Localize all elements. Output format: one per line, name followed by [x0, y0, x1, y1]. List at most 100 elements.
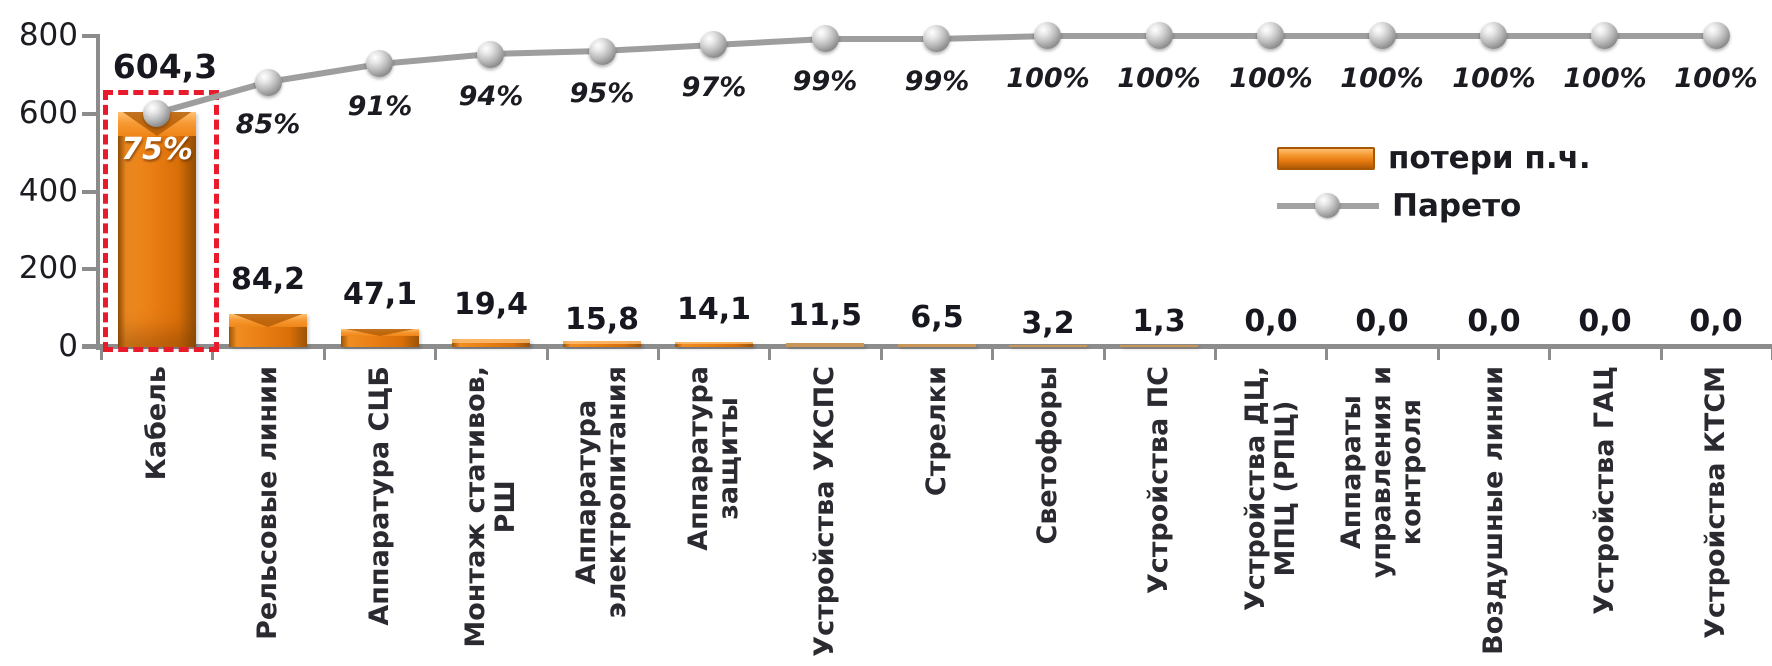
pareto-marker: [700, 31, 727, 58]
x-axis-tick: [100, 349, 103, 360]
bar: [786, 343, 864, 347]
category-label: Устройства ГАЦ: [1550, 366, 1660, 666]
category-label: Устройства УКСПС: [770, 366, 880, 666]
pareto-marker: [812, 25, 839, 52]
pareto-marker: [1369, 22, 1396, 49]
legend-item-bars: потери п.ч.: [1277, 134, 1591, 182]
x-axis-tick: [1214, 349, 1217, 360]
bar: [341, 329, 419, 347]
percent-label-inside-bar: 75%: [121, 132, 193, 167]
bar-value-label: 14,1: [676, 292, 752, 327]
legend-ball-marker-icon: [1315, 193, 1340, 218]
y-axis-tick: [82, 112, 96, 116]
category-label-text: Устройства УКСПС: [808, 366, 840, 657]
y-axis-tick: [82, 267, 96, 271]
bar: [898, 344, 976, 347]
bar-bevel: [563, 341, 641, 344]
y-axis-label: 200: [18, 250, 78, 286]
bar-value-label: 0,0: [1355, 304, 1409, 339]
category-label-text: Устройства КТСМ: [1699, 366, 1731, 639]
legend-item-line: Парето: [1277, 182, 1591, 230]
pareto-marker: [1034, 22, 1061, 49]
bar-value-label: 0,0: [1689, 304, 1743, 339]
category-label-text: Рельсовые линии: [251, 366, 283, 640]
category-label-text: Светофоры: [1031, 366, 1063, 545]
category-label: Аппаратура электропитания: [547, 366, 657, 666]
category-label: Аппаратура СЦБ: [325, 366, 435, 666]
bar-value-label: 6,5: [910, 300, 964, 335]
bar-bevel: [341, 329, 419, 336]
bar: [118, 112, 196, 347]
bar: [229, 314, 307, 347]
y-axis-line: [96, 34, 100, 350]
category-label: Аппараты управления и контроля: [1327, 366, 1437, 666]
category-label-text: Аппаратура защиты: [682, 366, 744, 551]
percent-label: 100%: [1674, 63, 1758, 94]
x-axis-tick: [880, 349, 883, 360]
category-label: Рельсовые линии: [213, 366, 323, 666]
category-label-text: Монтаж стативов, РШ: [459, 366, 521, 648]
y-axis-label: 600: [18, 95, 78, 131]
y-axis-label: 0: [58, 328, 78, 364]
x-axis-tick: [434, 349, 437, 360]
x-axis-tick: [323, 349, 326, 360]
bar-value-label: 84,2: [230, 262, 306, 297]
x-axis-tick: [1437, 349, 1440, 360]
bar-value-label: 19,4: [453, 287, 529, 322]
legend-bar-swatch-icon: [1277, 146, 1375, 170]
category-label: Светофоры: [993, 366, 1103, 666]
bar: [675, 342, 753, 347]
bar-value-label: 15,8: [564, 302, 640, 337]
category-label-text: Устройства ДЦ, МПЦ (РПЦ): [1239, 366, 1301, 611]
category-label-text: Устройства ГАЦ: [1588, 366, 1620, 615]
category-label-text: Кабель: [140, 366, 172, 481]
y-axis-label: 800: [18, 17, 78, 53]
pareto-marker: [143, 100, 170, 127]
category-label: Монтаж стативов, РШ: [436, 366, 546, 666]
pareto-marker: [1703, 22, 1730, 49]
category-label-text: Воздушные линии: [1477, 366, 1509, 655]
legend: потери п.ч. Парето: [1277, 134, 1591, 230]
pareto-marker: [589, 38, 616, 65]
y-axis-tick: [82, 34, 96, 38]
bar-value-label: 47,1: [342, 277, 418, 312]
pareto-marker: [1257, 22, 1284, 49]
category-label: Аппаратура защиты: [659, 366, 769, 666]
category-label-text: Аппаратура электропитания: [570, 366, 632, 619]
pareto-marker: [477, 41, 504, 68]
x-axis-tick: [991, 349, 994, 360]
bar-value-label: 1,3: [1132, 304, 1186, 339]
bar-bevel-flap: [233, 314, 303, 327]
pareto-marker: [1480, 22, 1507, 49]
bar-value-label: 0,0: [1578, 304, 1632, 339]
category-label: Кабель: [102, 366, 212, 666]
category-label-text: Аппараты управления и контроля: [1335, 366, 1428, 579]
category-label: Устройства КТСМ: [1661, 366, 1771, 666]
bar: [452, 339, 530, 347]
x-axis-tick: [1103, 349, 1106, 360]
bar-bevel-flap: [345, 329, 415, 336]
bar-value-label: 604,3: [112, 47, 218, 86]
y-axis-tick: [82, 190, 96, 194]
y-axis-label: 400: [18, 173, 78, 209]
category-label: Устройства ПС: [1104, 366, 1214, 666]
bar-bevel: [452, 339, 530, 343]
category-label-text: Устройства ПС: [1142, 366, 1174, 595]
bar-bevel: [675, 342, 753, 344]
category-label: Воздушные линии: [1439, 366, 1549, 666]
x-axis-tick: [1325, 349, 1328, 360]
x-axis-tick: [1548, 349, 1551, 360]
pareto-marker: [1591, 22, 1618, 49]
x-axis-tick: [1660, 349, 1663, 360]
bar-value-label: 3,2: [1021, 306, 1075, 341]
category-label-text: Аппаратура СЦБ: [363, 366, 395, 626]
category-label: Устройства ДЦ, МПЦ (РПЦ): [1216, 366, 1326, 666]
x-axis-tick: [657, 349, 660, 360]
x-axis-tick: [768, 349, 771, 360]
bar-bevel: [229, 314, 307, 327]
pareto-marker: [1146, 22, 1173, 49]
legend-label-line: Парето: [1392, 188, 1522, 224]
category-label-text: Стрелки: [920, 366, 952, 497]
category-label: Стрелки: [882, 366, 992, 666]
